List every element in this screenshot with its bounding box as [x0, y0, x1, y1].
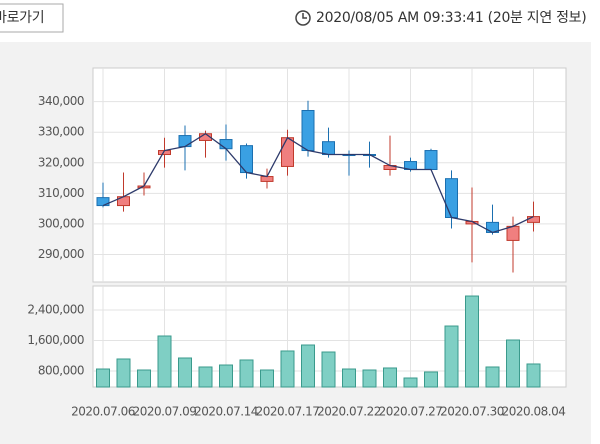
candle-body: [506, 225, 520, 241]
volume-bar: [280, 350, 295, 388]
candle-body: [96, 197, 110, 207]
y-tick-label: 1,600,000: [27, 333, 84, 347]
volume-bar: [301, 344, 315, 388]
candle-body: [281, 137, 294, 167]
candle-body: [527, 216, 540, 223]
y-tick-label: 320,000: [38, 155, 84, 169]
y-tick-label: 2,400,000: [27, 303, 84, 317]
volume-bar: [219, 364, 233, 388]
x-tick-label: 2020.07.27: [379, 405, 443, 419]
candle-body: [178, 135, 192, 148]
volume-bar: [178, 357, 192, 388]
volume-bar: [485, 366, 500, 388]
candle-body: [219, 139, 233, 150]
x-tick-label: 2020.07.09: [133, 405, 197, 419]
y-tick-label: 290,000: [38, 247, 84, 261]
x-tick-label: 2020.07.22: [317, 405, 381, 419]
price-plot: [92, 67, 567, 283]
volume-bar: [342, 368, 356, 388]
x-tick-label: 2020.07.30: [440, 405, 504, 419]
x-tick-label: 2020.08.04: [502, 405, 566, 419]
candle-body: [260, 176, 274, 182]
shortcut-button[interactable]: [0, 3, 64, 33]
clock-hands: [302, 13, 307, 19]
volume-bar: [137, 369, 151, 388]
volume-bar: [465, 295, 479, 388]
y-tick-label: 330,000: [38, 125, 84, 139]
volume-bar: [444, 325, 459, 388]
volume-bar: [506, 339, 520, 388]
y-tick-label: 310,000: [38, 186, 84, 200]
volume-bar: [362, 369, 377, 388]
volume-bar: [116, 358, 131, 388]
y-tick-label: 800,000: [38, 363, 84, 377]
volume-bar: [526, 363, 541, 388]
x-tick-label: 2020.07.06: [71, 405, 135, 419]
x-tick-label: 2020.07.14: [194, 405, 258, 419]
candle-body: [424, 150, 438, 170]
candle-body: [322, 141, 335, 156]
close-line: [102, 132, 534, 234]
clock-icon: [295, 10, 311, 26]
volume-bar: [239, 359, 254, 388]
volume-bar: [260, 369, 274, 388]
volume-bar: [424, 371, 438, 388]
volume-bar: [403, 377, 418, 388]
volume-bar: [157, 335, 172, 388]
candle-body: [301, 109, 315, 152]
candle-body: [445, 178, 458, 218]
y-tick-label: 340,000: [38, 94, 84, 108]
volume-bar: [198, 366, 213, 388]
volume-bar: [96, 368, 110, 388]
y-tick-label: 300,000: [38, 216, 84, 230]
volume-bar: [383, 367, 397, 388]
x-tick-label: 2020.07.17: [256, 405, 320, 419]
timestamp: 2020/08/05 AM 09:33:41 (20분 지연 정보): [316, 10, 586, 26]
volume-bar: [321, 351, 336, 388]
button-label[interactable]: 바로가기: [0, 10, 45, 26]
